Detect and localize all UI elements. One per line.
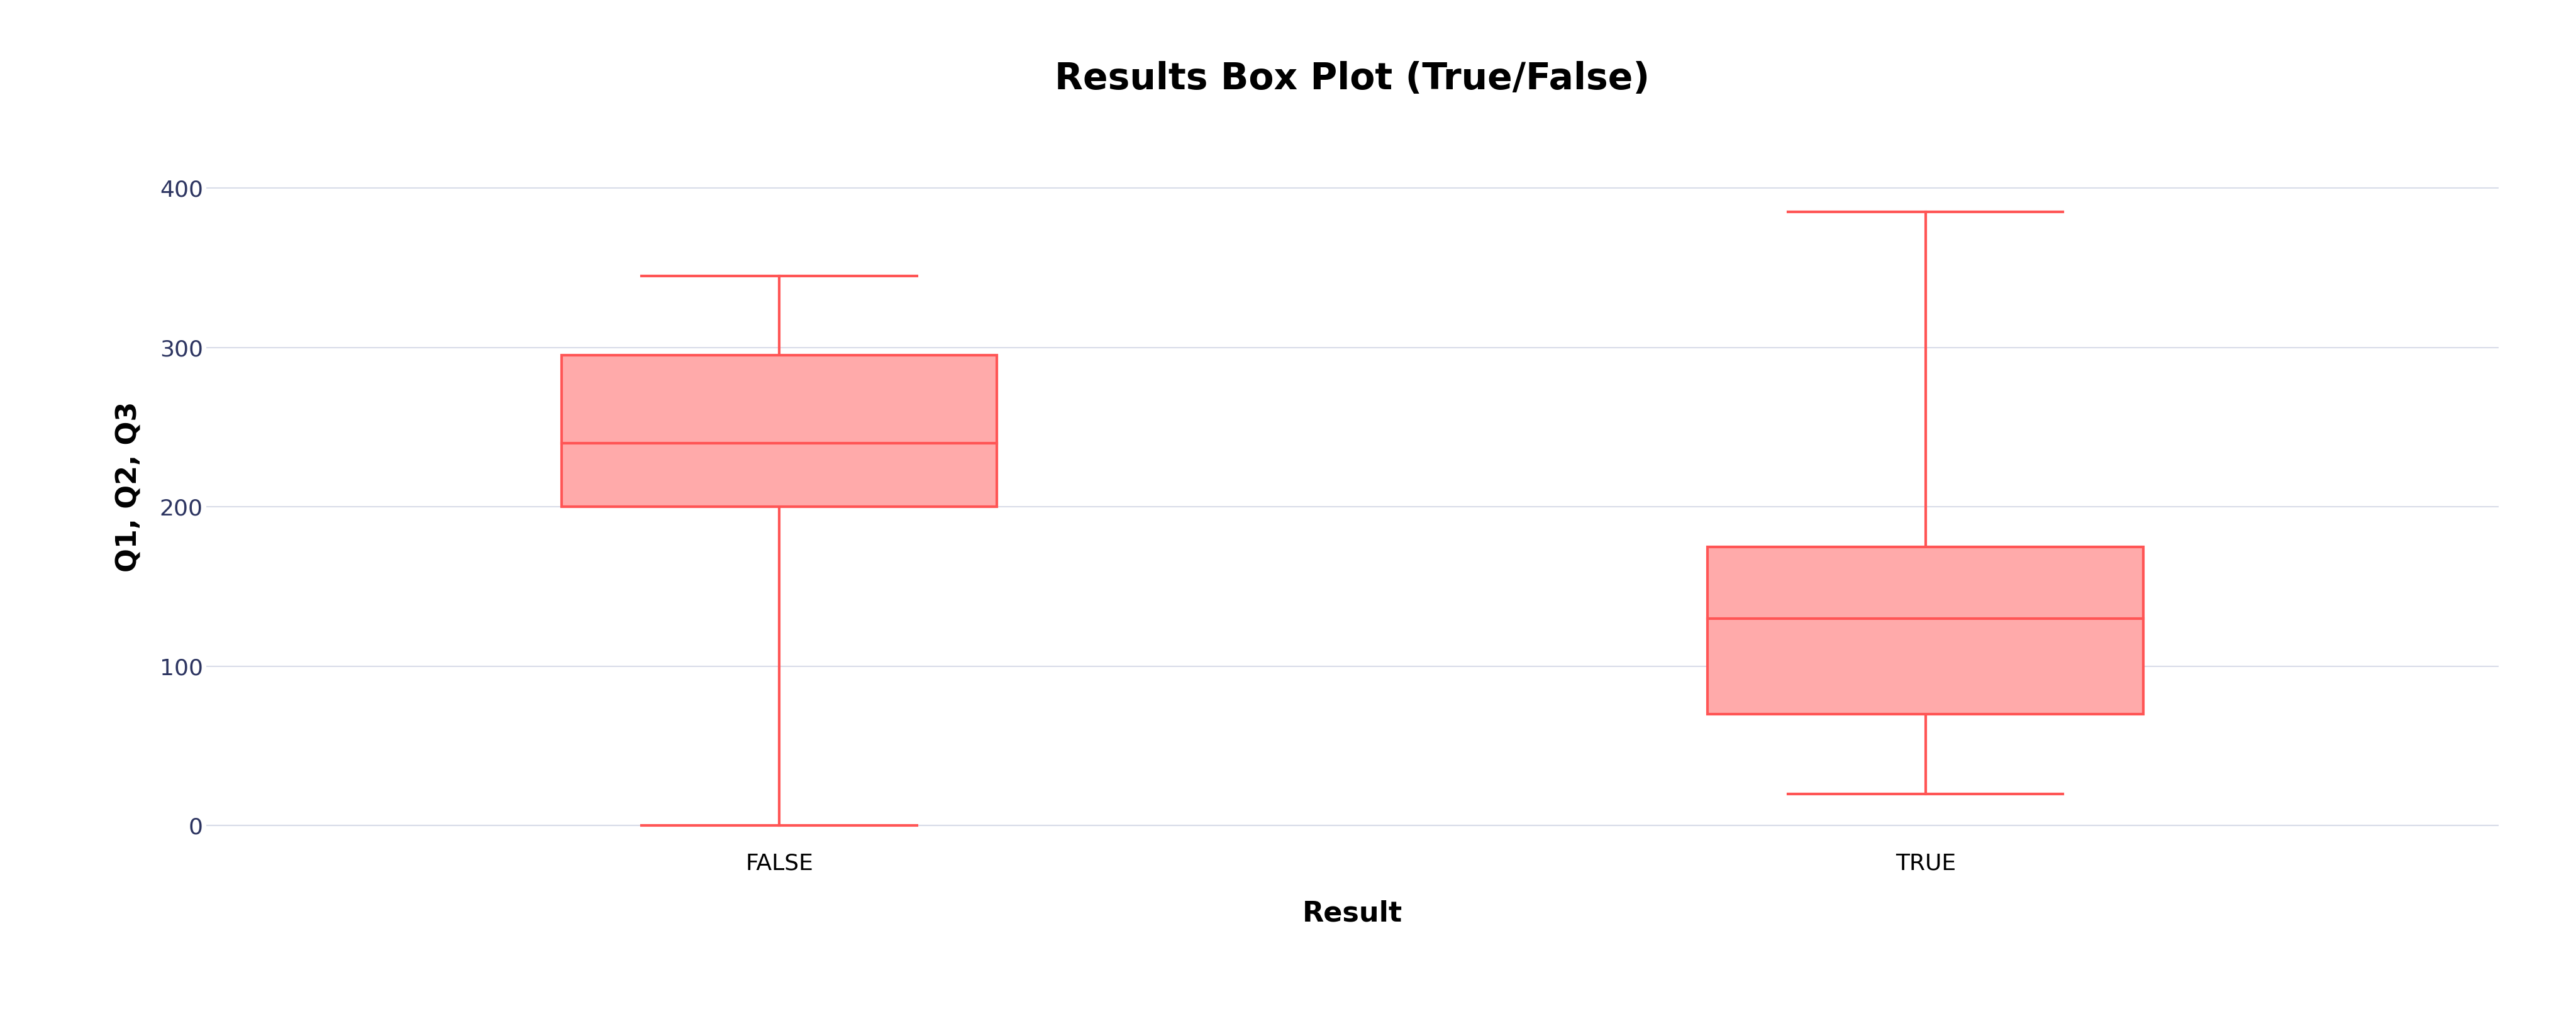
Y-axis label: Q1, Q2, Q3: Q1, Q2, Q3 — [116, 402, 142, 572]
FancyBboxPatch shape — [562, 355, 997, 507]
FancyBboxPatch shape — [1708, 547, 2143, 714]
Title: Results Box Plot (True/False): Results Box Plot (True/False) — [1056, 61, 1649, 97]
X-axis label: Result: Result — [1303, 900, 1401, 927]
